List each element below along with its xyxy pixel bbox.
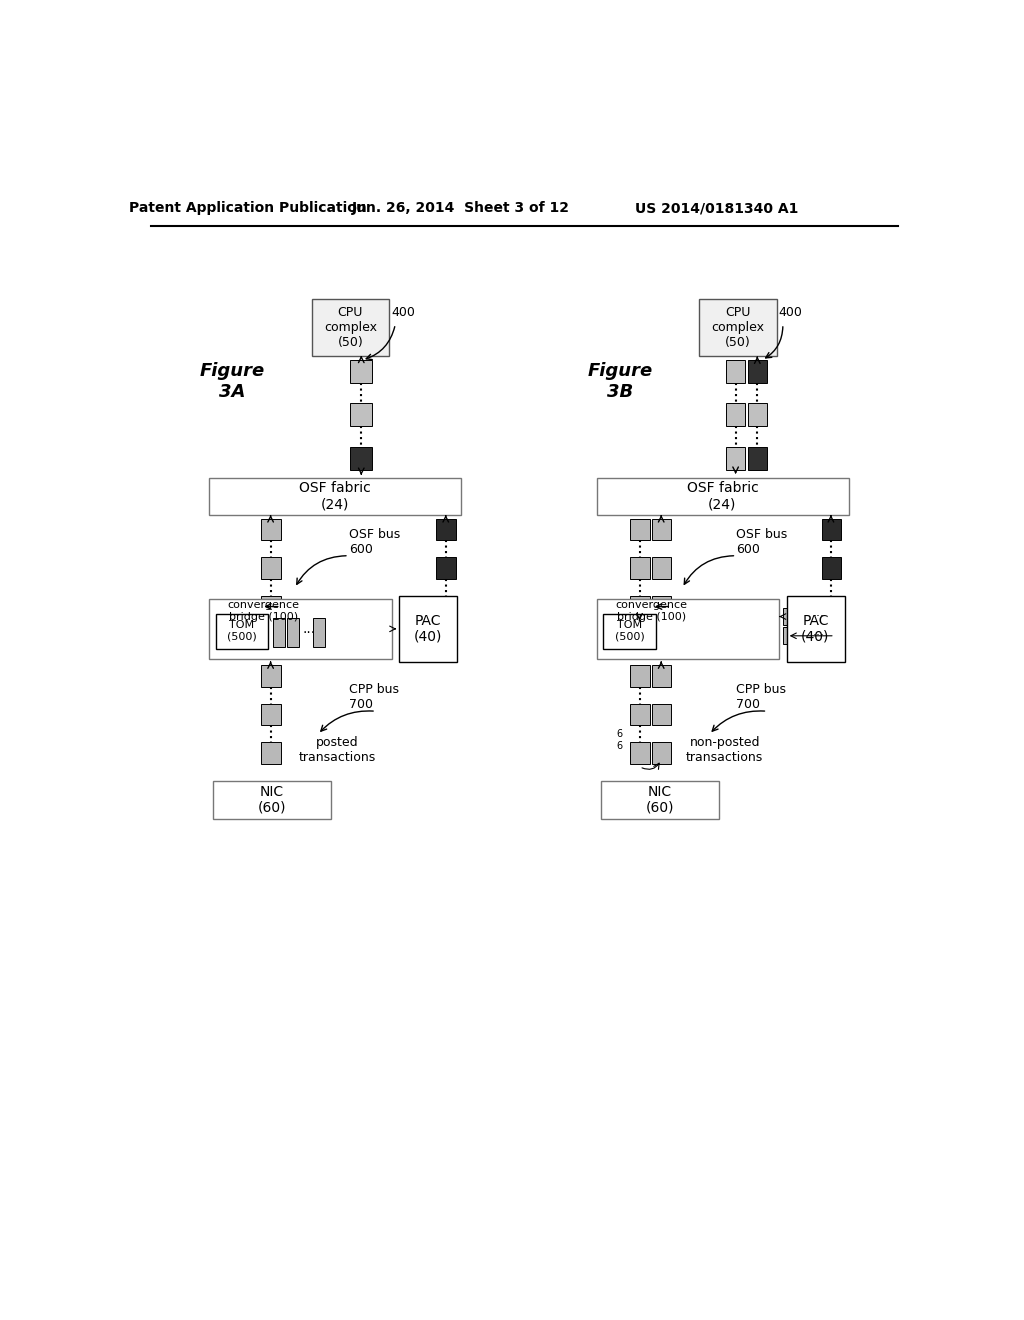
Text: Figure
3B: Figure 3B [588,362,652,401]
Bar [652,557,672,579]
Bar [630,665,649,686]
Bar [821,595,841,618]
Bar [748,360,767,383]
Bar [821,557,841,579]
Text: TOM
(500): TOM (500) [614,620,644,642]
Bar [273,618,285,647]
Text: ···: ··· [302,626,315,640]
Bar [287,618,299,647]
Bar [261,519,281,540]
Text: non-posted
transactions: non-posted transactions [686,735,763,764]
Text: CPP bus
700: CPP bus 700 [349,684,399,711]
Bar [261,665,281,686]
Text: OSF bus
600: OSF bus 600 [349,528,400,556]
Bar [350,404,372,426]
Text: convergence
bridge (100): convergence bridge (100) [227,601,300,622]
Bar [726,447,744,470]
Text: CPU
complex
(50): CPU complex (50) [712,305,765,348]
Text: ···: ··· [812,610,824,623]
Bar [823,627,835,644]
Bar [823,609,835,626]
Text: PAC
(40): PAC (40) [801,614,829,644]
Bar [436,557,456,579]
Text: OSF fabric
(24): OSF fabric (24) [299,482,371,512]
Text: NIC
(60): NIC (60) [645,784,674,814]
Bar [652,665,672,686]
Bar [630,742,649,763]
Bar [436,519,456,540]
Bar [350,360,372,383]
Bar [726,404,744,426]
Text: TOM
(500): TOM (500) [227,620,257,642]
Bar [630,557,649,579]
Bar [783,627,795,644]
Text: US 2014/0181340 A1: US 2014/0181340 A1 [635,202,799,215]
Bar [748,447,767,470]
Bar [601,780,719,818]
Bar [311,300,389,355]
Bar [350,447,372,470]
Bar [261,557,281,579]
Text: 400: 400 [391,306,415,319]
Bar [630,519,649,540]
Bar [726,360,744,383]
Text: Jun. 26, 2014  Sheet 3 of 12: Jun. 26, 2014 Sheet 3 of 12 [352,202,570,215]
Bar [630,595,649,618]
Text: Figure
3A: Figure 3A [200,362,265,401]
Bar [216,614,268,649]
Bar [786,595,845,663]
Bar [797,609,809,626]
Bar [652,742,672,763]
Text: Patent Application Publication: Patent Application Publication [129,202,367,215]
Text: ···: ··· [812,630,824,643]
Text: OSF bus
600: OSF bus 600 [736,528,787,556]
Bar [399,595,458,663]
Text: 400: 400 [778,306,803,319]
Bar [652,704,672,725]
Bar [261,704,281,725]
Bar [597,478,849,515]
Bar [209,599,391,659]
Bar [261,595,281,618]
Text: posted
transactions: posted transactions [299,735,376,764]
Bar [213,780,331,818]
Bar [821,519,841,540]
Bar [597,599,779,659]
Bar [261,742,281,763]
Bar [783,609,795,626]
Text: PAC
(40): PAC (40) [414,614,442,644]
Text: OSF fabric
(24): OSF fabric (24) [686,482,759,512]
Text: convergence
bridge (100): convergence bridge (100) [615,601,687,622]
Bar [209,478,461,515]
Bar [797,627,809,644]
Bar [748,404,767,426]
Bar [603,614,655,649]
Text: CPU
complex
(50): CPU complex (50) [324,305,377,348]
Bar [652,595,672,618]
Bar [652,519,672,540]
Text: CPP bus
700: CPP bus 700 [736,684,786,711]
Bar [436,595,456,618]
Text: NIC
(60): NIC (60) [258,784,287,814]
Bar [313,618,325,647]
Bar [630,704,649,725]
Bar [699,300,776,355]
Text: 6
6: 6 6 [616,729,623,751]
